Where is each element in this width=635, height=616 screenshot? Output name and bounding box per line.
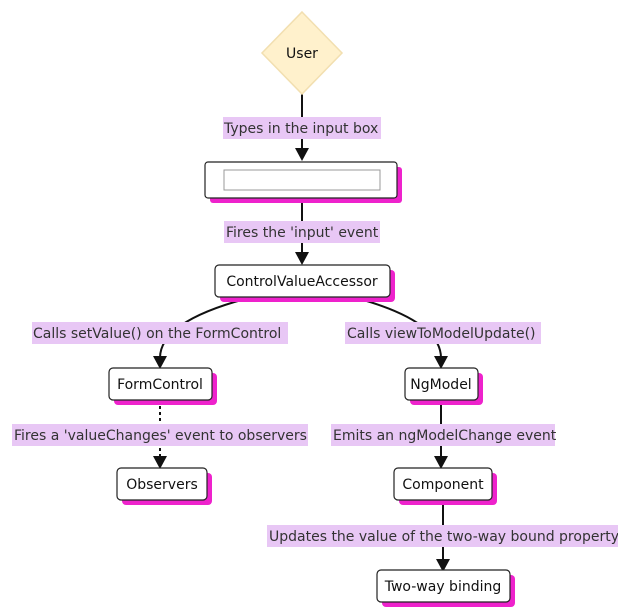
svg-text:Types in the input box: Types in the input box — [223, 121, 378, 137]
svg-text:Calls viewToModelUpdate(): Calls viewToModelUpdate() — [347, 326, 536, 342]
edge-label-fires-input: Fires the 'input' event — [224, 221, 380, 243]
svg-text:NgModel: NgModel — [410, 377, 471, 393]
node-ng-model: NgModel — [404, 367, 483, 405]
arrowhead-icon — [434, 356, 448, 369]
svg-text:Updates the value of the two-w: Updates the value of the two-way bound p… — [269, 529, 619, 545]
edge-label-calls-view-to-model: Calls viewToModelUpdate() — [345, 322, 541, 344]
svg-text:Two-way binding: Two-way binding — [384, 579, 502, 595]
node-form-control: FormControl — [108, 367, 217, 405]
svg-text:ControlValueAccessor: ControlValueAccessor — [226, 274, 378, 290]
arrowhead-icon — [295, 252, 309, 265]
edge-label-calls-set-value: Calls setValue() on the FormControl — [32, 322, 288, 344]
node-input-box — [204, 161, 402, 203]
edge-label-fires-value-changes: Fires a 'valueChanges' event to observer… — [12, 424, 308, 446]
svg-text:Observers: Observers — [126, 477, 198, 493]
node-control-value-accessor: ControlValueAccessor — [214, 264, 395, 302]
svg-text:Component: Component — [402, 477, 484, 493]
arrowhead-icon — [436, 559, 450, 572]
node-two-way-binding: Two-way binding — [376, 569, 515, 607]
edge-label-emits-change: Emits an ngModelChange event — [331, 424, 557, 446]
node-component: Component — [393, 467, 497, 505]
edge-label-types: Types in the input box — [223, 117, 381, 139]
node-observers: Observers — [116, 467, 212, 505]
node-user: User — [260, 10, 344, 96]
svg-text:FormControl: FormControl — [117, 377, 203, 393]
arrowhead-icon — [295, 148, 309, 161]
svg-text:User: User — [286, 46, 318, 62]
arrowheads — [153, 148, 450, 572]
arrowhead-icon — [153, 356, 167, 369]
svg-text:Emits an ngModelChange event: Emits an ngModelChange event — [333, 428, 557, 444]
text-input-box[interactable] — [223, 169, 381, 191]
svg-text:Calls setValue() on the FormCo: Calls setValue() on the FormControl — [33, 326, 281, 342]
arrowhead-icon — [434, 456, 448, 469]
svg-text:Fires the 'input' event: Fires the 'input' event — [226, 225, 379, 241]
arrowhead-icon — [153, 456, 167, 469]
edge-label-updates-value: Updates the value of the two-way bound p… — [267, 525, 619, 547]
svg-text:Fires a 'valueChanges' event t: Fires a 'valueChanges' event to observer… — [14, 428, 307, 444]
